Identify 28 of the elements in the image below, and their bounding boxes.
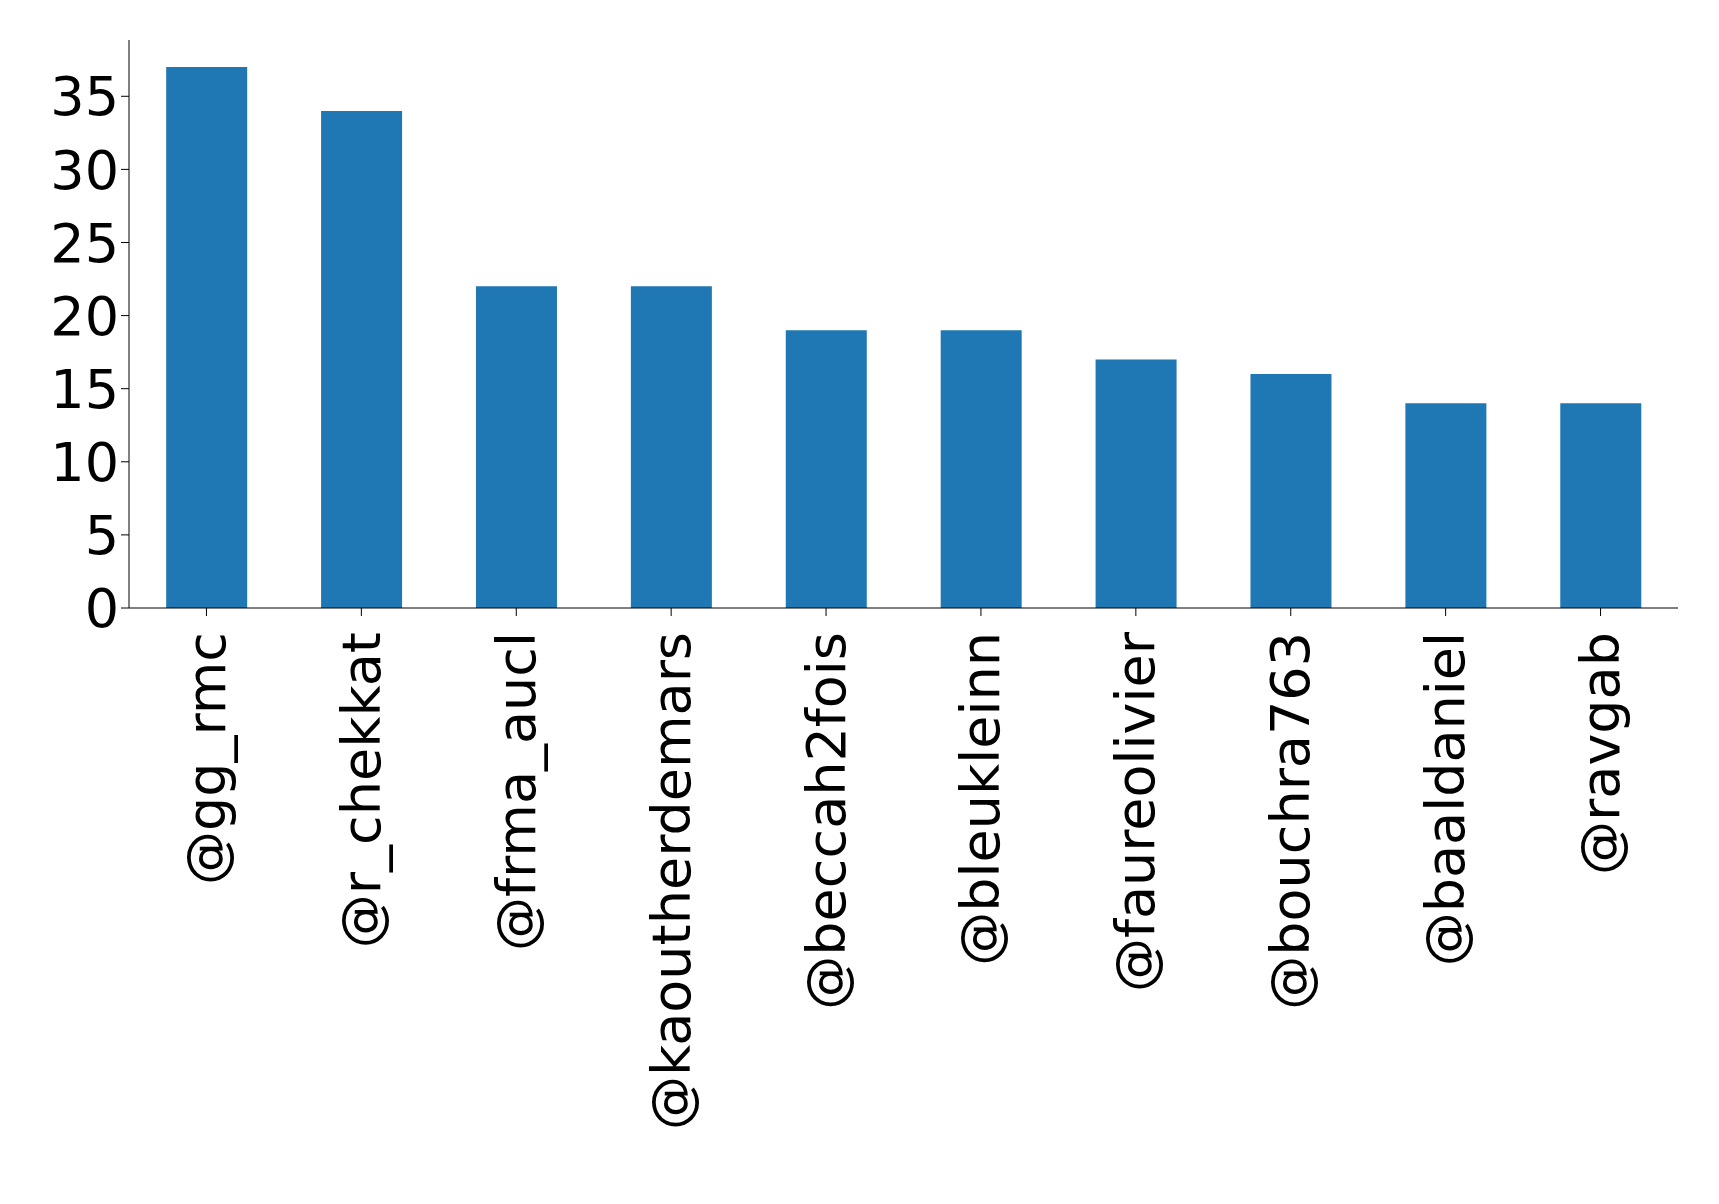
bar — [1405, 403, 1487, 608]
bar — [785, 330, 867, 608]
bar — [1095, 359, 1177, 608]
bar — [1560, 403, 1642, 608]
y-tick-label: 15 — [50, 357, 119, 421]
x-tick-label: @faureolivier — [1104, 631, 1168, 992]
x-tick-label: @beccah2fois — [794, 632, 858, 1010]
x-tick-label: @bleukleinn — [949, 632, 1013, 966]
y-tick-label: 10 — [50, 430, 119, 494]
y-tick-label: 30 — [50, 138, 119, 202]
y-tick-label: 0 — [84, 577, 119, 641]
bar — [321, 110, 403, 608]
x-tick-label: @bouchra763 — [1259, 632, 1323, 1010]
x-tick-label: @frma_aucl — [484, 632, 548, 951]
bar — [940, 330, 1022, 608]
bar — [630, 286, 712, 608]
x-tick-label: @kaoutherdemars — [639, 632, 703, 1131]
bar — [166, 67, 248, 608]
x-tick-label: @baaldaniel — [1414, 632, 1478, 967]
y-tick-label: 35 — [50, 65, 119, 129]
x-tick-label: @ravgab — [1569, 632, 1633, 875]
x-tick-label: @r_chekkat — [329, 632, 393, 949]
y-tick-label: 20 — [50, 284, 119, 348]
y-tick-label: 25 — [50, 211, 119, 275]
bar — [1250, 374, 1332, 608]
bar — [475, 286, 557, 608]
x-tick-label: @gg_rmc — [174, 632, 238, 886]
y-tick-label: 5 — [84, 504, 119, 568]
